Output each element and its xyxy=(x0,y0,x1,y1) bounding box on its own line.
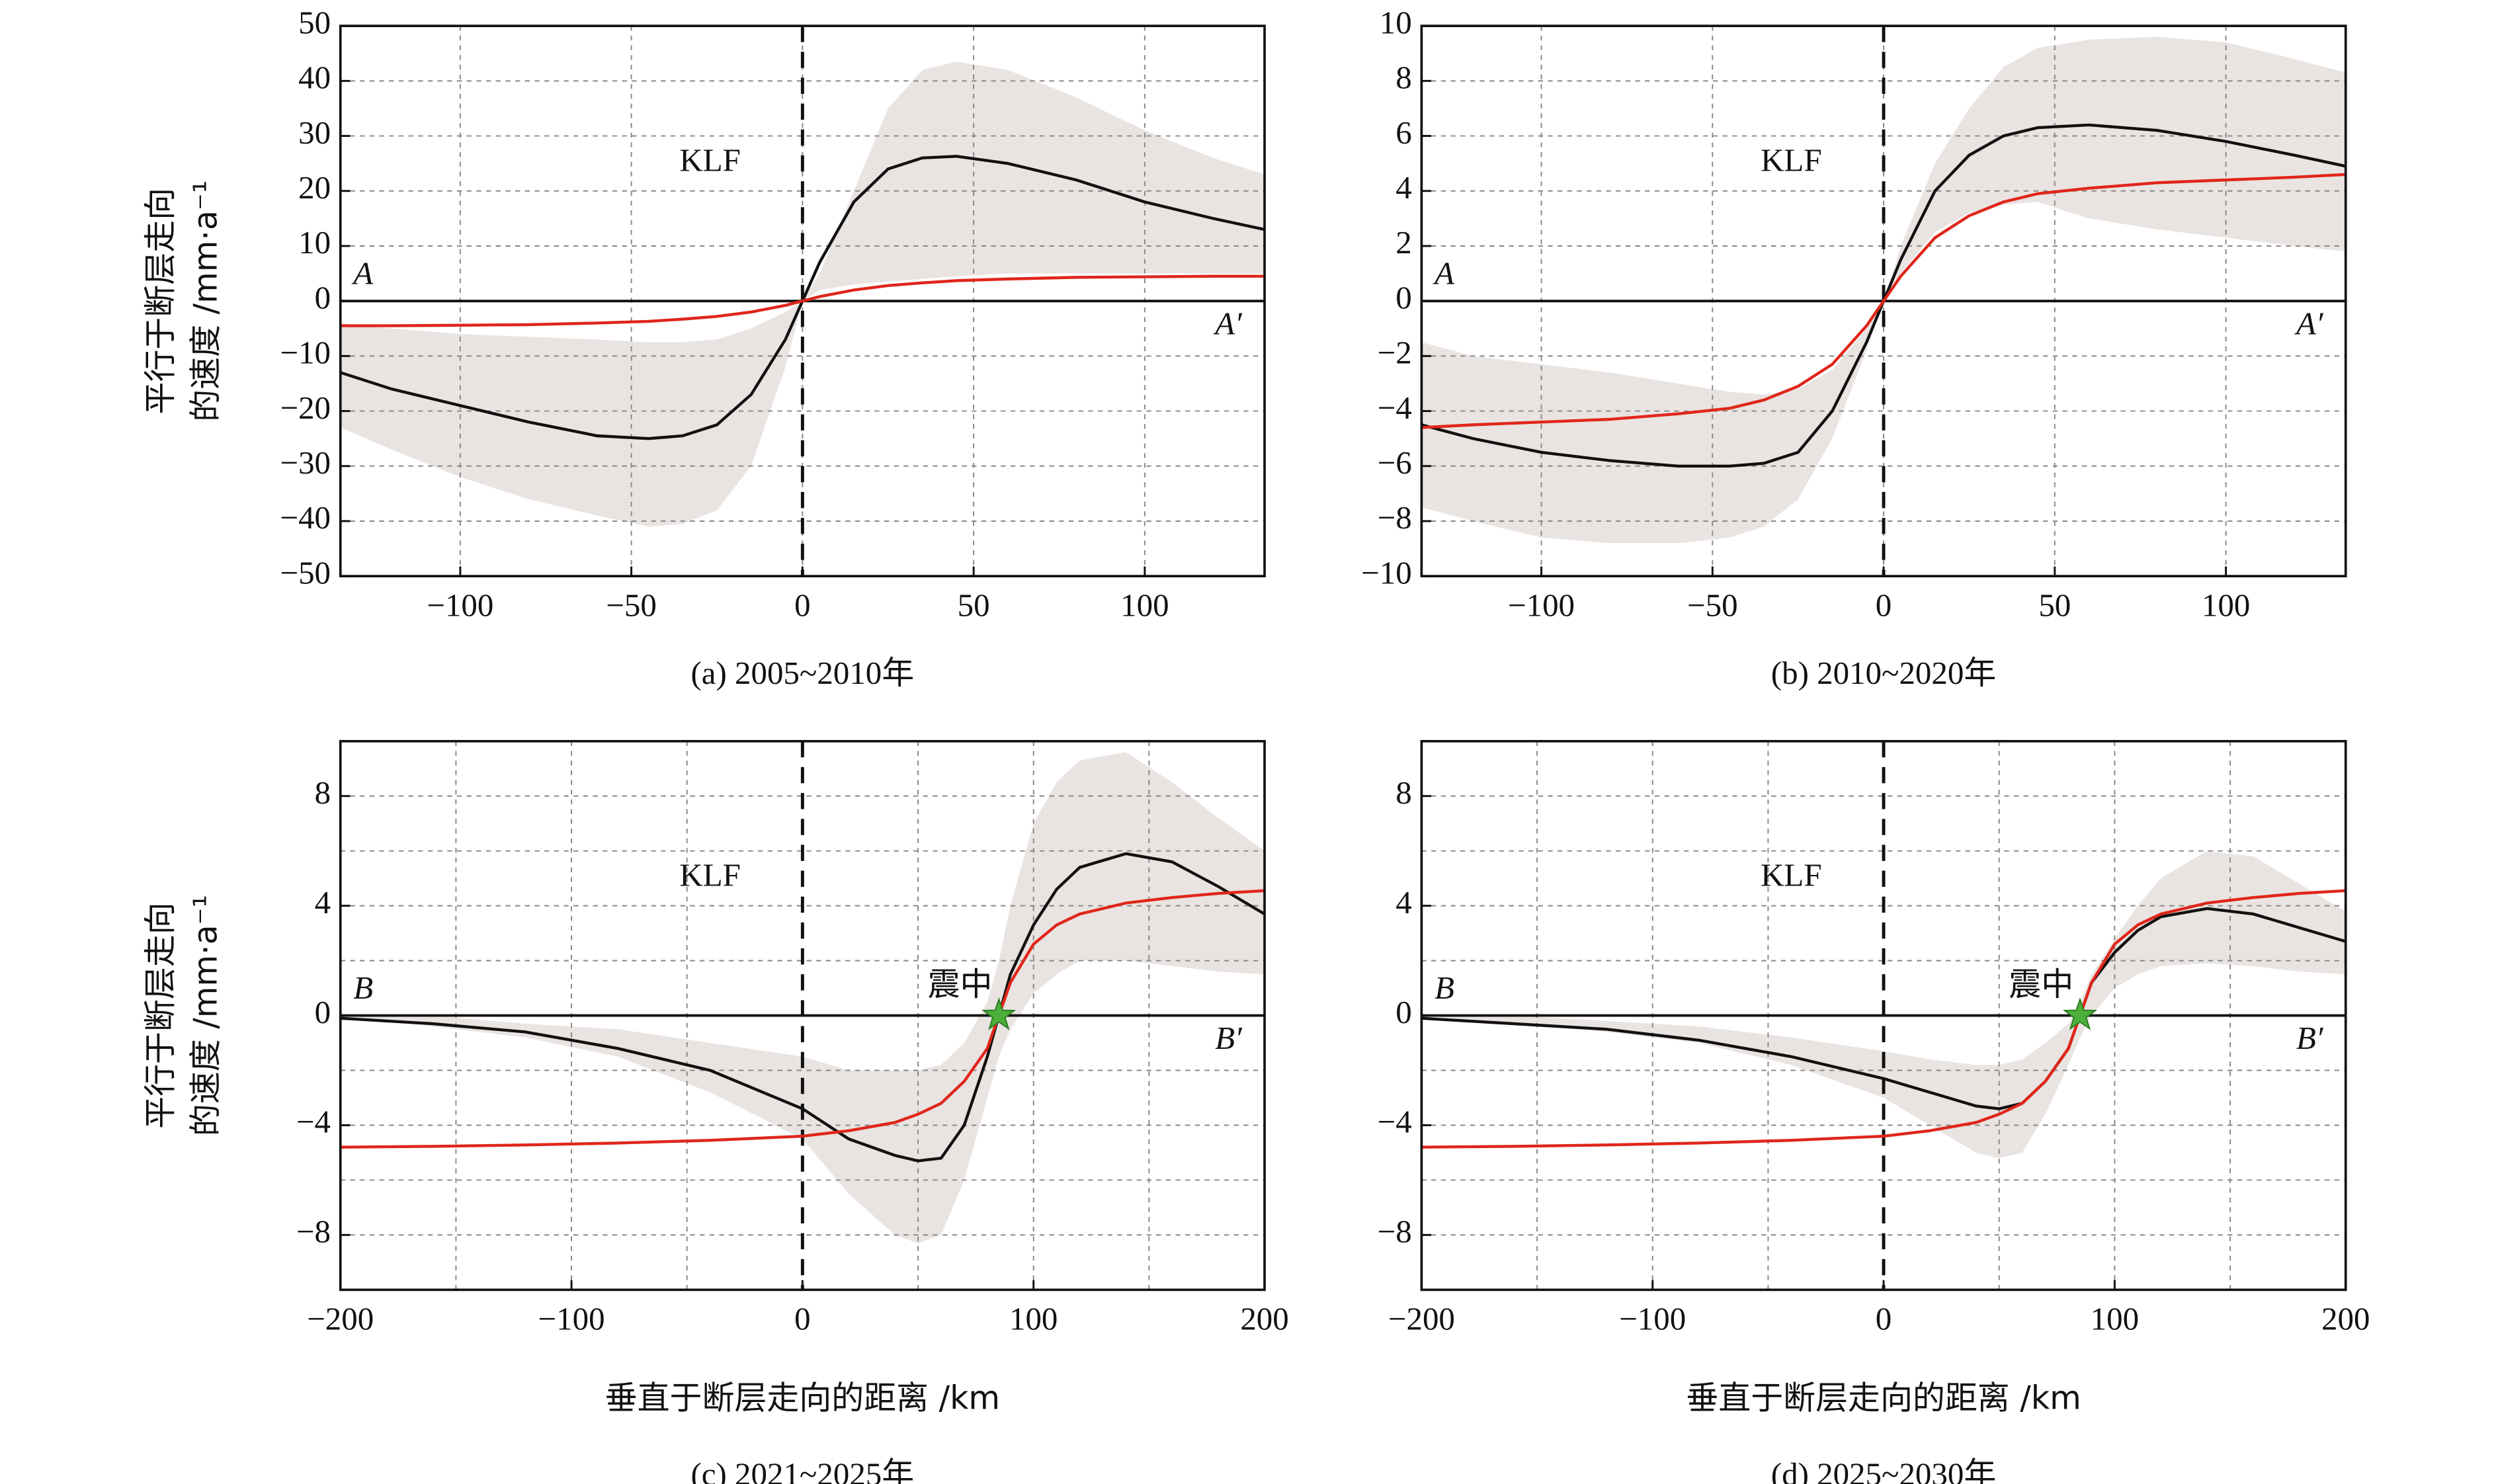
uncertainty-band xyxy=(1421,850,2346,1159)
fault-label: KLF xyxy=(1761,142,1821,178)
y-tick-label: −4 xyxy=(1378,1104,1412,1140)
x-tick-label: −50 xyxy=(1687,587,1738,623)
panel-title: (c) 2021~2025年 xyxy=(691,1456,915,1484)
profile-start-label: B xyxy=(1435,969,1454,1006)
y-axis-label: 的速度 /mm·a⁻¹ xyxy=(187,181,225,422)
y-tick-label: 0 xyxy=(1396,994,1411,1030)
x-tick-label: −200 xyxy=(307,1301,374,1337)
panel-title: (b) 2010~2020年 xyxy=(1771,655,1996,691)
fault-label: KLF xyxy=(679,856,740,893)
y-tick-label: −20 xyxy=(280,390,331,426)
y-tick-label: 4 xyxy=(315,884,331,921)
series-line xyxy=(1421,173,2346,429)
epicenter-label: 震中 xyxy=(928,966,993,1003)
y-tick-label: −2 xyxy=(1378,335,1412,371)
panel: −100 −50 0 50 100−50−40−30−20−1001020304050K… xyxy=(142,4,1266,691)
x-tick-label: 100 xyxy=(1120,587,1169,623)
x-axis-label: 垂直于断层走向的距离 /km xyxy=(1686,1379,2081,1417)
x-tick-label: −200 xyxy=(1388,1301,1455,1337)
y-axis-label: 的速度 /mm·a⁻¹ xyxy=(187,895,225,1136)
y-tick-label: 6 xyxy=(1396,114,1411,151)
fault-label: KLF xyxy=(1761,856,1821,893)
series-line xyxy=(1421,889,2346,1149)
x-tick-label: 200 xyxy=(2321,1301,2370,1337)
y-tick-label: −6 xyxy=(1378,444,1412,481)
panel: −200 −100 0 100 200 −8 −4 0 4 8 KLF B B′ 震中 平行于断层走向 的速度… xyxy=(142,739,1289,1484)
profile-start-label: B xyxy=(353,969,373,1006)
y-tick-label: 0 xyxy=(315,279,331,315)
x-tick-label: 100 xyxy=(2202,587,2250,623)
y-tick-label: 20 xyxy=(298,169,331,206)
panel-title: (a) 2005~2010年 xyxy=(691,655,915,691)
x-tick-label: 0 xyxy=(794,1301,810,1337)
epicenter-star xyxy=(981,997,1017,1030)
y-tick-label: 30 xyxy=(298,114,331,151)
y-tick-label: 4 xyxy=(1396,169,1411,206)
profile-start-label: A xyxy=(1433,255,1455,292)
epicenter-star xyxy=(2062,997,2098,1030)
x-tick-label: 0 xyxy=(794,587,810,623)
x-tick-label: 100 xyxy=(2091,1301,2139,1337)
y-tick-label: 10 xyxy=(1380,4,1412,40)
y-tick-label: 10 xyxy=(298,224,331,261)
panel: −200 −100 0 100 200 −8 −4 0 4 8 KLF B B′ 震中垂直于断层走向的距离… xyxy=(1378,739,2370,1484)
y-tick-label: −8 xyxy=(1378,1214,1412,1250)
x-tick-label: 0 xyxy=(1876,587,1892,623)
x-tick-label: 0 xyxy=(1876,1301,1892,1337)
x-tick-label: 50 xyxy=(2038,587,2071,623)
profile-start-label: A xyxy=(351,255,374,292)
y-tick-label: −10 xyxy=(280,335,331,371)
y-tick-label: −8 xyxy=(1378,499,1412,536)
y-tick-label: 8 xyxy=(1396,774,1411,811)
y-tick-label: −50 xyxy=(280,554,331,591)
y-tick-label: −4 xyxy=(296,1104,331,1140)
profile-end-label: A′ xyxy=(1213,306,1243,342)
x-axis-label: 垂直于断层走向的距离 /km xyxy=(605,1379,1000,1417)
y-axis-label: 平行于断层走向 xyxy=(142,902,179,1129)
y-tick-label: 40 xyxy=(298,60,331,96)
y-tick-label: 0 xyxy=(315,994,331,1030)
epicenter-label: 震中 xyxy=(2009,966,2073,1003)
profile-end-label: B′ xyxy=(1215,1020,1243,1056)
x-tick-label: 100 xyxy=(1009,1301,1058,1337)
x-tick-label: −50 xyxy=(606,587,657,623)
x-tick-label: −100 xyxy=(1619,1301,1686,1337)
x-tick-label: 200 xyxy=(1240,1301,1288,1337)
x-tick-label: −100 xyxy=(538,1301,605,1337)
x-tick-label: −100 xyxy=(1508,587,1575,623)
series-line xyxy=(340,889,1265,1149)
y-tick-label: −10 xyxy=(1361,554,1412,591)
y-tick-label: −4 xyxy=(1378,390,1412,426)
y-tick-label: 8 xyxy=(1396,60,1411,96)
profile-end-label: B′ xyxy=(2296,1020,2324,1056)
fault-label: KLF xyxy=(679,142,740,178)
y-tick-label: 8 xyxy=(315,774,331,811)
uncertainty-band xyxy=(340,62,1265,527)
y-tick-label: −30 xyxy=(280,444,331,481)
profile-end-label: A′ xyxy=(2294,306,2324,342)
x-tick-label: 50 xyxy=(958,587,990,623)
y-tick-label: −40 xyxy=(280,499,331,536)
y-tick-label: 4 xyxy=(1396,884,1411,921)
panel-title: (d) 2025~2030年 xyxy=(1771,1456,1996,1484)
series-line xyxy=(340,274,1265,327)
y-axis-label: 平行于断层走向 xyxy=(142,188,179,415)
series-line xyxy=(340,852,1266,1163)
x-tick-label: −100 xyxy=(427,587,493,623)
uncertainty-band xyxy=(340,752,1265,1243)
y-tick-label: 2 xyxy=(1396,224,1411,261)
y-tick-label: −8 xyxy=(296,1214,331,1250)
y-tick-label: 50 xyxy=(298,4,331,40)
panel: −100 −50 0 50 100 −10 −8 −6 −4 −2 0 2 4 6 8 10 KLF A A′ (b)… xyxy=(1361,4,2347,691)
y-tick-label: 0 xyxy=(1396,279,1411,315)
